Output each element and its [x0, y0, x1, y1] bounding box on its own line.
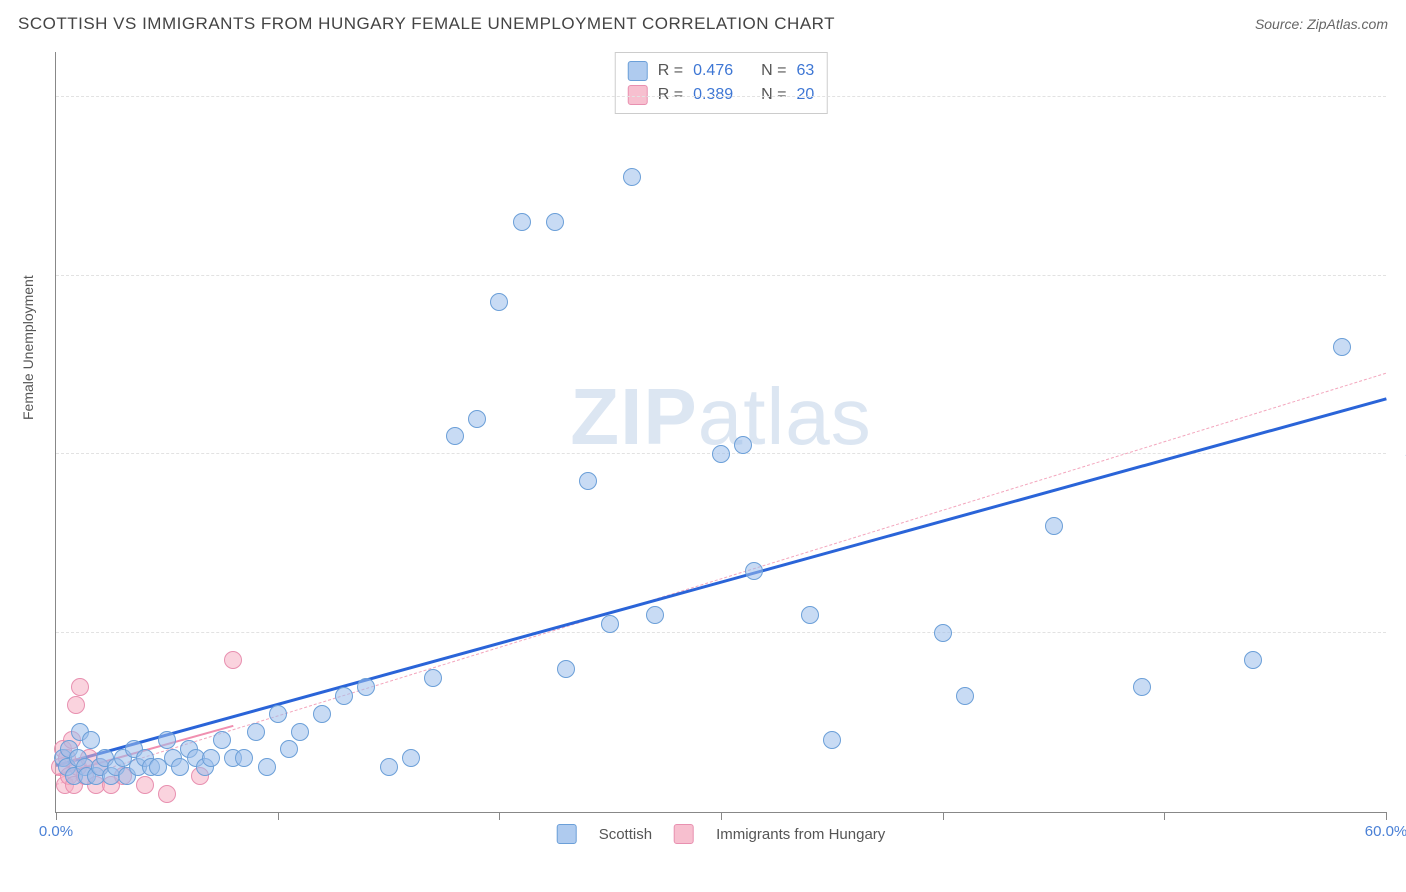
data-point — [823, 731, 841, 749]
data-point — [67, 696, 85, 714]
data-point — [468, 410, 486, 428]
data-point — [557, 660, 575, 678]
grid-line — [56, 96, 1386, 97]
n-value: 63 — [796, 62, 814, 80]
x-tick — [278, 812, 279, 820]
watermark-zip: ZIP — [570, 372, 697, 461]
grid-line — [56, 632, 1386, 633]
data-point — [546, 213, 564, 231]
data-point — [202, 749, 220, 767]
x-tick — [721, 812, 722, 820]
series-legend: Scottish Immigrants from Hungary — [557, 824, 886, 844]
data-point — [1045, 517, 1063, 535]
x-tick — [1164, 812, 1165, 820]
chart-header: SCOTTISH VS IMMIGRANTS FROM HUNGARY FEMA… — [18, 14, 1388, 34]
legend-stats-row: R = 0.476 N = 63 — [628, 59, 815, 83]
x-tick — [1386, 812, 1387, 820]
data-point — [579, 472, 597, 490]
x-tick-label: 0.0% — [39, 823, 73, 840]
data-point — [745, 562, 763, 580]
data-point — [646, 606, 664, 624]
data-point — [158, 785, 176, 803]
n-label: N = — [761, 62, 786, 80]
data-point — [712, 445, 730, 463]
data-point — [424, 669, 442, 687]
data-point — [357, 678, 375, 696]
data-point — [71, 678, 89, 696]
swatch-hungary — [674, 824, 694, 844]
data-point — [380, 758, 398, 776]
data-point — [213, 731, 231, 749]
y-tick-label: 20.0% — [1392, 625, 1406, 642]
x-tick — [943, 812, 944, 820]
data-point — [601, 615, 619, 633]
data-point — [734, 436, 752, 454]
grid-line — [56, 275, 1386, 276]
y-axis-title: Female Unemployment — [20, 275, 36, 420]
x-tick — [499, 812, 500, 820]
data-point — [446, 427, 464, 445]
data-point — [247, 723, 265, 741]
data-point — [224, 651, 242, 669]
data-point — [258, 758, 276, 776]
data-point — [490, 293, 508, 311]
y-tick-label: 60.0% — [1392, 267, 1406, 284]
data-point — [1333, 338, 1351, 356]
data-point — [291, 723, 309, 741]
x-tick — [56, 812, 57, 820]
data-point — [235, 749, 253, 767]
chart-title: SCOTTISH VS IMMIGRANTS FROM HUNGARY FEMA… — [18, 14, 835, 34]
scatter-plot-area: ZIPatlas R = 0.476 N = 63 R = 0.389 N = … — [55, 52, 1386, 813]
data-point — [1244, 651, 1262, 669]
data-point — [1133, 678, 1151, 696]
data-point — [402, 749, 420, 767]
data-point — [956, 687, 974, 705]
r-value: 0.476 — [693, 62, 733, 80]
data-point — [280, 740, 298, 758]
data-point — [158, 731, 176, 749]
legend-label-hungary: Immigrants from Hungary — [716, 826, 885, 843]
data-point — [269, 705, 287, 723]
swatch-scottish — [557, 824, 577, 844]
data-point — [623, 168, 641, 186]
y-tick-label: 80.0% — [1392, 88, 1406, 105]
legend-stats-box: R = 0.476 N = 63 R = 0.389 N = 20 — [615, 52, 828, 114]
r-label: R = — [658, 62, 683, 80]
data-point — [82, 731, 100, 749]
chart-source: Source: ZipAtlas.com — [1255, 16, 1388, 32]
legend-label-scottish: Scottish — [599, 826, 652, 843]
data-point — [801, 606, 819, 624]
data-point — [313, 705, 331, 723]
data-point — [513, 213, 531, 231]
x-tick-label: 60.0% — [1365, 823, 1406, 840]
source-name: ZipAtlas.com — [1307, 16, 1388, 32]
data-point — [136, 776, 154, 794]
data-point — [934, 624, 952, 642]
swatch-scottish — [628, 61, 648, 81]
y-tick-label: 40.0% — [1392, 446, 1406, 463]
data-point — [335, 687, 353, 705]
source-label: Source: — [1255, 16, 1307, 32]
